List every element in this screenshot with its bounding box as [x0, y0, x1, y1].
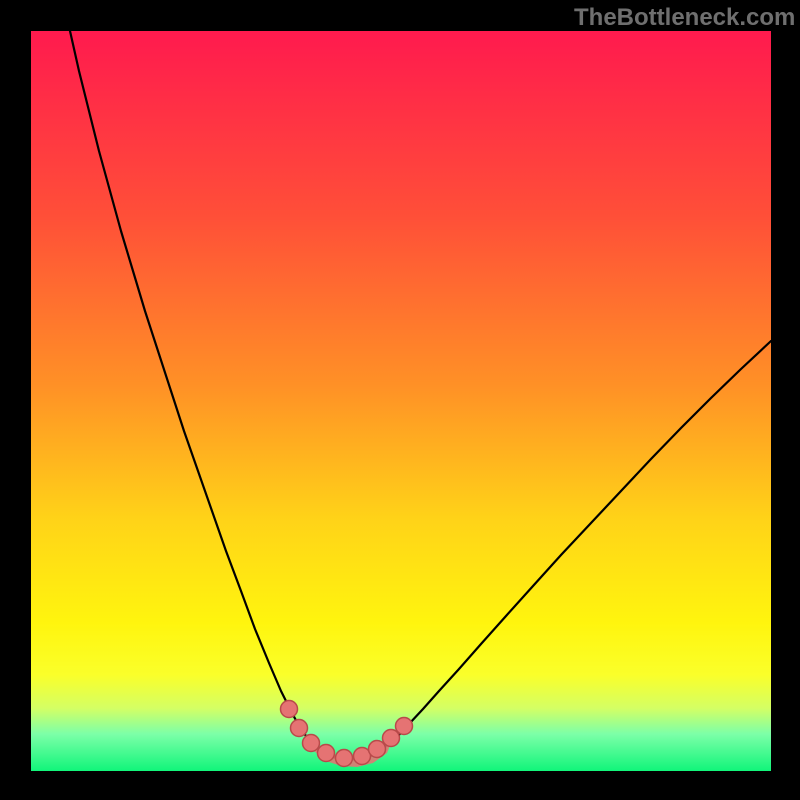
marker-point [383, 730, 400, 747]
marker-layer [281, 701, 413, 767]
marker-point [303, 735, 320, 752]
marker-point [318, 745, 335, 762]
watermark-text: TheBottleneck.com [574, 4, 795, 32]
curve-layer [70, 31, 771, 760]
marker-point [281, 701, 298, 718]
chart-svg [0, 0, 800, 800]
curve-left-branch [70, 31, 327, 754]
marker-point [291, 720, 308, 737]
marker-point [336, 750, 353, 767]
chart-frame: TheBottleneck.com [0, 0, 800, 800]
marker-point [396, 718, 413, 735]
curve-right-branch [374, 341, 771, 754]
marker-point [369, 741, 386, 758]
